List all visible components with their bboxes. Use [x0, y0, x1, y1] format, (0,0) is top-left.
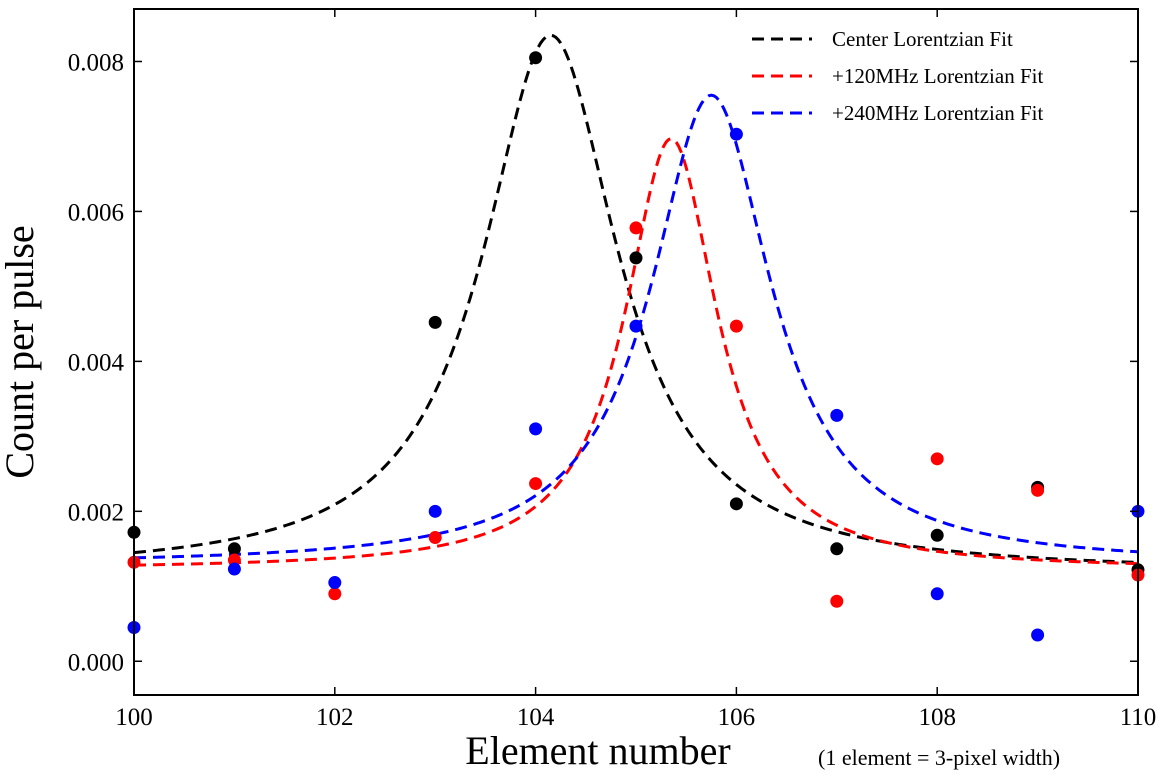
- data-point-series-2: [729, 319, 743, 333]
- x-axis-note: (1 element = 3-pixel width): [818, 745, 1060, 770]
- data-point-series-3: [428, 504, 442, 518]
- data-point-series-1: [428, 315, 442, 329]
- data-point-series-1: [830, 542, 844, 556]
- data-point-series-2: [428, 531, 442, 545]
- data-point-series-3: [629, 319, 643, 333]
- data-point-series-3: [1031, 628, 1045, 642]
- data-point-series-3: [729, 127, 743, 141]
- data-point-series-2: [930, 452, 944, 466]
- y-axis-title: Count per pulse: [0, 225, 42, 478]
- data-point-series-2: [1031, 483, 1045, 497]
- data-point-series-2: [227, 553, 241, 567]
- plot-background: [134, 9, 1138, 695]
- x-axis-title: Element number: [465, 728, 730, 773]
- y-tick-label: 0.000: [68, 649, 124, 676]
- y-tick-label: 0.004: [68, 349, 125, 376]
- data-point-series-3: [930, 587, 944, 601]
- data-point-series-1: [629, 251, 643, 265]
- data-point-series-1: [227, 542, 241, 556]
- data-point-series-2: [629, 221, 643, 235]
- data-point-series-2: [830, 594, 844, 608]
- y-tick-label: 0.006: [68, 199, 124, 226]
- data-point-series-1: [930, 528, 944, 542]
- data-point-series-3: [529, 422, 543, 436]
- data-point-series-2: [328, 587, 342, 601]
- legend-label-series-2: +120MHz Lorentzian Fit: [832, 64, 1043, 88]
- fit-curves: [133, 33, 1139, 567]
- legend: Center Lorentzian Fit +120MHz Lorentzian …: [752, 27, 1043, 125]
- fit-curve-series-3: [133, 93, 1139, 560]
- x-tick-label: 102: [316, 704, 354, 731]
- fit-curve-series-1: [133, 33, 1139, 564]
- y-tick-label: 0.002: [68, 499, 124, 526]
- plot-frame: [133, 8, 1139, 696]
- axis-ticks: 100 102 104 106 108 110 0.000 0.002 0.004 0.006 0.…: [68, 9, 1157, 731]
- x-tick-label: 108: [918, 704, 956, 731]
- x-tick-label: 104: [517, 704, 555, 731]
- legend-label-series-3: +240MHz Lorentzian Fit: [832, 101, 1043, 125]
- y-tick-label: 0.008: [68, 49, 124, 76]
- legend-label-series-1: Center Lorentzian Fit: [832, 27, 1013, 51]
- data-point-series-1: [529, 51, 543, 65]
- data-point-series-1: [729, 497, 743, 511]
- x-tick-label: 106: [718, 704, 756, 731]
- data-point-series-2: [529, 477, 543, 491]
- data-point-series-3: [830, 408, 844, 422]
- data-points: [127, 51, 1145, 642]
- data-point-series-3: [328, 576, 342, 590]
- x-tick-label: 100: [115, 704, 153, 731]
- x-tick-label: 110: [1120, 704, 1157, 731]
- data-point-series-3: [227, 562, 241, 576]
